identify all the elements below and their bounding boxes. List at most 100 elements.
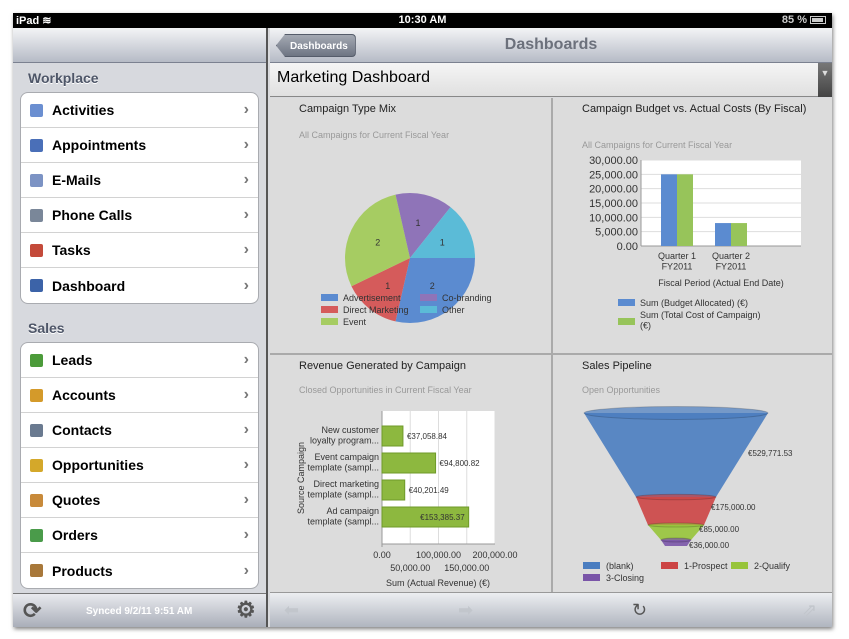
ipad-screen: iPad ≋ 10:30 AM 85 % Workplace Activitie… bbox=[13, 13, 832, 627]
sidebar-item-label: Products bbox=[52, 562, 113, 579]
chart-title: Sales Pipeline bbox=[582, 360, 652, 372]
x-axis-title: Sum (Actual Revenue) (€) bbox=[386, 578, 490, 588]
y-axis-title: Source Campaign bbox=[296, 442, 306, 514]
chart-panel-campaign-type-mix[interactable]: Campaign Type Mix All Campaigns for Curr… bbox=[270, 98, 553, 355]
chart-title: Revenue Generated by Campaign bbox=[299, 360, 466, 372]
funnel-stage bbox=[648, 525, 704, 540]
chevron-right-icon: › bbox=[243, 171, 249, 188]
sidebar-item-phone-calls[interactable]: Phone Calls › bbox=[21, 198, 258, 233]
battery-fill bbox=[812, 18, 824, 22]
sidebar-item-accounts[interactable]: Accounts › bbox=[21, 378, 258, 413]
data-label: €37,058.84 bbox=[407, 432, 448, 441]
back-arrow-icon[interactable]: ⬅ bbox=[284, 600, 300, 620]
bar bbox=[381, 425, 404, 447]
section-header-workplace: Workplace bbox=[28, 70, 99, 86]
chart-title: Campaign Type Mix bbox=[299, 103, 397, 115]
calendar-icon bbox=[30, 138, 43, 152]
pie-slice-label: 1 bbox=[385, 281, 390, 291]
pie-slice-label: 1 bbox=[440, 237, 445, 247]
sidebar-item-tasks[interactable]: Tasks › bbox=[21, 233, 258, 268]
y-tick-label: 0.00 bbox=[617, 241, 638, 253]
sync-icon[interactable]: ⟳ bbox=[23, 598, 42, 623]
wifi-icon: ≋ bbox=[42, 15, 52, 27]
sidebar-item-orders[interactable]: Orders › bbox=[21, 518, 258, 553]
x-tick-label: 150,000.00 bbox=[444, 563, 489, 573]
leads-icon bbox=[30, 353, 43, 367]
sidebar-footer: ⟳ Synced 9/2/11 9:51 AM ⚙ bbox=[13, 593, 266, 627]
chevron-right-icon: › bbox=[243, 276, 249, 294]
legend-swatch bbox=[420, 306, 437, 313]
sidebar-item-label: Contacts bbox=[52, 422, 112, 438]
gear-icon[interactable]: ⚙ bbox=[236, 597, 256, 622]
dashboard-select[interactable]: Marketing Dashboard ▼ bbox=[270, 63, 832, 97]
pie-slice-label: 1 bbox=[415, 218, 420, 228]
sidebar-item-appointments[interactable]: Appointments › bbox=[21, 128, 258, 163]
sidebar-item-quotes[interactable]: Quotes › bbox=[21, 483, 258, 518]
funnel-stage bbox=[584, 413, 768, 497]
phone-icon bbox=[30, 208, 43, 222]
x-axis-title: Fiscal Period (Actual End Date) bbox=[658, 278, 784, 288]
bar bbox=[381, 506, 470, 528]
bottom-toolbar: ⬅ ➡ ↻ ⇗ bbox=[270, 592, 832, 627]
bar bbox=[381, 479, 406, 501]
legend-label: Advertisement bbox=[343, 293, 401, 303]
dashboard-grid: Campaign Type Mix All Campaigns for Curr… bbox=[270, 98, 832, 592]
x-tick-label: FY2011 bbox=[662, 262, 693, 272]
refresh-icon[interactable]: ↻ bbox=[632, 600, 648, 620]
y-tick-label: Direct marketing bbox=[313, 479, 379, 489]
sidebar-item-e-mails[interactable]: E-Mails › bbox=[21, 163, 258, 198]
legend-label: Direct Marketing bbox=[343, 305, 409, 315]
legend-label: (blank) bbox=[606, 561, 634, 571]
tasks-icon bbox=[30, 243, 43, 257]
sidebar-item-contacts[interactable]: Contacts › bbox=[21, 413, 258, 448]
back-button[interactable]: Dashboards bbox=[276, 34, 356, 57]
sidebar-item-products[interactable]: Products › bbox=[21, 553, 258, 588]
sidebar-item-activities[interactable]: Activities › bbox=[21, 93, 258, 128]
legend-swatch bbox=[321, 318, 338, 325]
chevron-right-icon: › bbox=[243, 456, 249, 473]
sidebar-item-dashboard[interactable]: Dashboard › bbox=[21, 268, 258, 303]
share-icon[interactable]: ⇗ bbox=[802, 600, 818, 620]
legend-label: Event bbox=[343, 317, 367, 327]
chart-title: Campaign Budget vs. Actual Costs (By Fis… bbox=[582, 103, 807, 115]
x-tick-label: Quarter 1 bbox=[658, 251, 696, 261]
legend-swatch bbox=[661, 562, 678, 569]
legend-swatch bbox=[583, 562, 600, 569]
envelope-icon bbox=[30, 173, 43, 187]
sidebar-item-leads[interactable]: Leads › bbox=[21, 343, 258, 378]
y-tick-label: 20,000.00 bbox=[589, 184, 638, 196]
y-tick-label: New customer bbox=[321, 425, 379, 435]
battery-percent: 85 % bbox=[781, 14, 807, 26]
orders-icon bbox=[30, 528, 43, 542]
dropdown-arrow-icon[interactable]: ▼ bbox=[818, 63, 832, 97]
legend-label-line: (€) bbox=[640, 321, 651, 331]
chevron-right-icon: › bbox=[243, 421, 249, 438]
chart-panel-sales-pipeline[interactable]: Sales Pipeline Open Opportunities €529,7… bbox=[553, 355, 832, 592]
dashboard-select-value: Marketing Dashboard bbox=[277, 69, 430, 86]
chart-subtitle: Closed Opportunities in Current Fiscal Y… bbox=[299, 385, 472, 395]
x-tick-label: FY2011 bbox=[716, 262, 747, 272]
legend-swatch bbox=[583, 574, 600, 581]
sidebar-item-opportunities[interactable]: Opportunities › bbox=[21, 448, 258, 483]
pie-slice bbox=[351, 258, 410, 322]
data-label: €175,000.00 bbox=[711, 503, 756, 512]
y-tick-label: loyalty program... bbox=[310, 436, 379, 446]
y-tick-label: Ad campaign bbox=[326, 506, 379, 516]
funnel-stage-top bbox=[660, 537, 692, 543]
products-icon bbox=[30, 564, 43, 577]
funnel-stage-top bbox=[583, 406, 769, 420]
chevron-right-icon: › bbox=[243, 526, 249, 543]
sidebar-item-label: Appointments bbox=[52, 137, 147, 153]
data-label: €40,201.49 bbox=[409, 486, 450, 495]
chevron-right-icon: › bbox=[243, 101, 249, 118]
y-tick-label: 25,000.00 bbox=[589, 169, 638, 181]
forward-arrow-icon[interactable]: ➡ bbox=[458, 600, 474, 620]
chart-panel-revenue-by-campaign[interactable]: Revenue Generated by Campaign Closed Opp… bbox=[270, 355, 553, 592]
bar bbox=[661, 174, 677, 246]
clock: 10:30 AM bbox=[398, 14, 447, 26]
pie-slice bbox=[395, 193, 451, 258]
chart-panel-budget-vs-costs[interactable]: Campaign Budget vs. Actual Costs (By Fis… bbox=[553, 98, 832, 355]
x-tick-label: 50,000.00 bbox=[390, 563, 430, 573]
chevron-right-icon: › bbox=[243, 351, 249, 368]
pie-slice-label: 2 bbox=[430, 281, 435, 291]
